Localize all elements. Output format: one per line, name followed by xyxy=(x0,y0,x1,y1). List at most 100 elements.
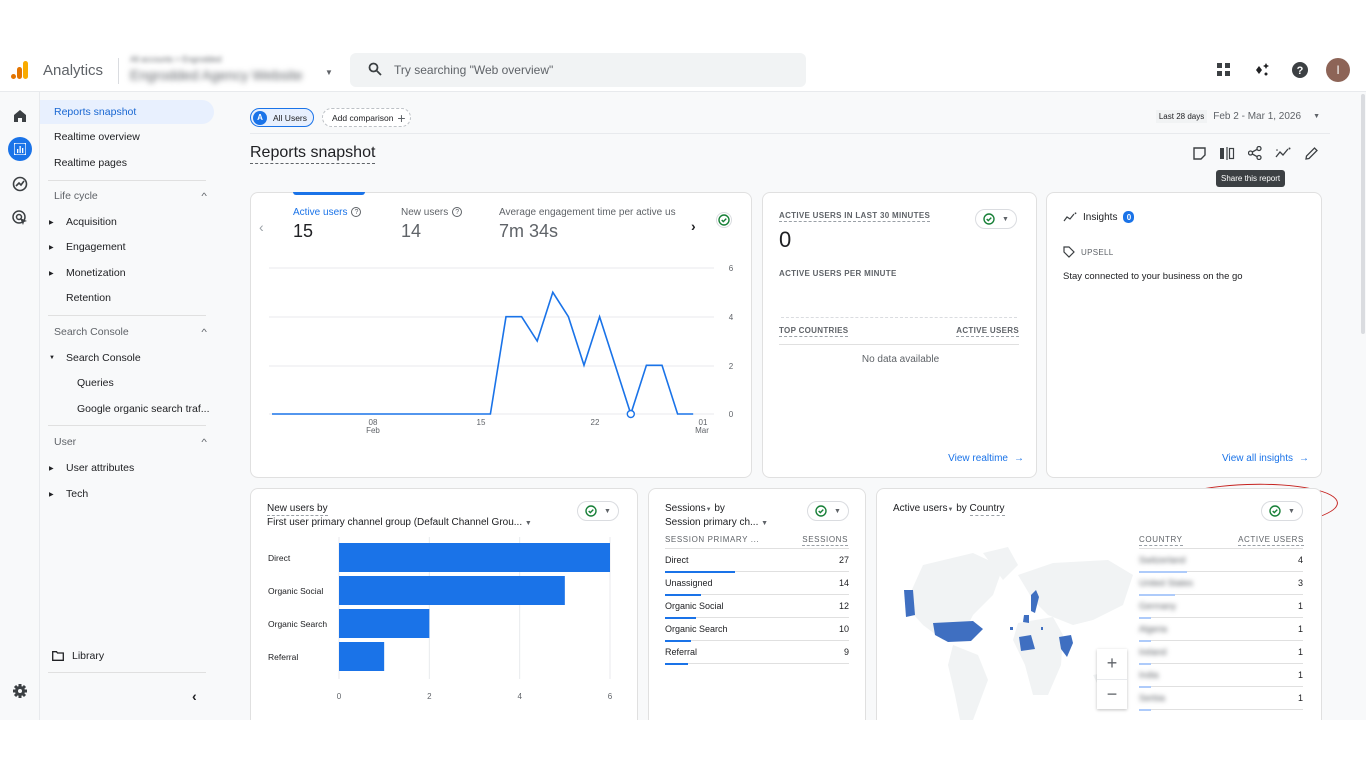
nav-item-monetization[interactable]: ▶ Monetization xyxy=(40,261,126,285)
insights-count-badge: 0 xyxy=(1123,211,1135,223)
x-tick: 08 xyxy=(369,418,378,427)
nav-item-retention[interactable]: Retention xyxy=(66,292,111,304)
caret-down-icon[interactable]: ▼ xyxy=(325,68,333,77)
apps-grid-icon[interactable] xyxy=(1212,58,1236,82)
metric-tab-new-users[interactable]: New users? 14 xyxy=(401,207,463,242)
analytics-logo-icon xyxy=(11,61,28,79)
column-header-sessions[interactable]: SESSIONS xyxy=(802,535,848,546)
customize-report-icon[interactable] xyxy=(1190,144,1208,162)
metric-label: Active users xyxy=(293,207,348,218)
dimension-selector[interactable]: First user primary channel group (Defaul… xyxy=(267,517,532,528)
help-circle-icon[interactable]: ? xyxy=(351,207,362,217)
nav-item-google-organic-search[interactable]: Google organic search traf... xyxy=(77,403,210,415)
nav-item-tech[interactable]: ▶ Tech xyxy=(40,482,88,506)
edit-pencil-icon[interactable] xyxy=(1302,144,1320,162)
nav-item-search-console[interactable]: ▼ Search Console xyxy=(40,346,141,370)
help-circle-icon[interactable]: ? xyxy=(452,207,463,217)
nav-section-user[interactable]: User ^ xyxy=(54,430,207,454)
metric-tab-active-users[interactable]: Active users? 15 xyxy=(293,207,362,242)
zoom-out-button[interactable]: − xyxy=(1106,683,1118,704)
page-scrollbar[interactable] xyxy=(1361,94,1365,334)
active-users-line-chart[interactable]: 6 4 2 0 08 Feb 15 22 01 Mar xyxy=(269,261,747,441)
card-options-button[interactable]: ▼ xyxy=(807,501,849,521)
expand-triangle-icon: ▶ xyxy=(49,465,54,472)
card-options-button[interactable]: ▼ xyxy=(975,209,1017,229)
table-row[interactable]: Direct 27 xyxy=(665,549,849,573)
table-row[interactable]: Referral 9 xyxy=(665,641,849,665)
chevron-up-icon[interactable]: ^ xyxy=(201,191,207,201)
column-header-active-users[interactable]: ACTIVE USERS xyxy=(1238,535,1304,546)
nav-item-acquisition[interactable]: ▶ Acquisition xyxy=(40,210,117,234)
insights-header: Insights 0 xyxy=(1063,211,1135,223)
table-row[interactable]: United States 3 xyxy=(1139,572,1303,596)
nav-item-user-attributes[interactable]: ▶ User attributes xyxy=(40,456,134,480)
chevron-up-icon[interactable]: ^ xyxy=(201,327,207,337)
avatar[interactable]: I xyxy=(1326,58,1350,82)
nav-item-engagement[interactable]: ▶ Engagement xyxy=(40,235,126,259)
compare-icon[interactable] xyxy=(1218,144,1236,162)
settings-icon[interactable] xyxy=(8,679,32,703)
world-map[interactable] xyxy=(893,545,1133,720)
help-icon[interactable]: ? xyxy=(1288,58,1312,82)
zoom-in-button[interactable]: + xyxy=(1097,649,1127,680)
dimension-selector[interactable]: Session primary ch... ▼ xyxy=(665,517,768,528)
table-row[interactable]: Algeria 1 xyxy=(1139,618,1303,642)
title-metric[interactable]: New users by xyxy=(267,503,328,516)
explore-icon[interactable] xyxy=(8,172,32,196)
insight-text[interactable]: Stay connected to your business on the g… xyxy=(1063,271,1243,282)
date-range-picker[interactable]: Last 28 days Feb 2 - Mar 1, 2026 ▼ xyxy=(1155,110,1320,123)
chevron-left-icon[interactable]: ‹ xyxy=(192,688,197,704)
card-options-button[interactable]: ▼ xyxy=(1261,501,1303,521)
table-row[interactable]: Unassigned 14 xyxy=(665,572,849,596)
nav-section-search-console[interactable]: Search Console ^ xyxy=(54,320,207,344)
nav-item-reports-snapshot[interactable]: Reports snapshot xyxy=(40,100,214,124)
new-users-bar-chart[interactable]: Direct Organic Social Organic Search Referr… xyxy=(251,529,639,720)
metric-selector[interactable]: Active users xyxy=(893,503,948,514)
insights-icon[interactable] xyxy=(1274,144,1292,162)
card-options-button[interactable]: ▼ xyxy=(577,501,619,521)
property-selector[interactable]: Engrodded Agency Website xyxy=(130,67,303,83)
table-row[interactable]: Switzerland 4 xyxy=(1139,549,1303,573)
reports-icon[interactable] xyxy=(8,137,32,161)
view-all-insights-link[interactable]: View all insights → xyxy=(1222,453,1309,464)
bar[interactable] xyxy=(339,642,385,671)
divider xyxy=(1139,548,1303,549)
table-row[interactable]: Organic Social 12 xyxy=(665,595,849,619)
metric-selector[interactable]: Sessions▼ by xyxy=(665,503,725,514)
top-bar: Analytics All accounts > Engrodded Engro… xyxy=(0,50,1366,92)
bar[interactable] xyxy=(339,543,610,572)
column-header-country[interactable]: COUNTRY xyxy=(1139,535,1183,546)
sparkle-icon[interactable] xyxy=(1250,58,1274,82)
table-row[interactable]: Germany 1 xyxy=(1139,595,1303,619)
search-input[interactable] xyxy=(394,60,794,80)
home-icon[interactable] xyxy=(8,104,32,128)
nav-item-library[interactable]: Library xyxy=(52,644,104,668)
table-row[interactable]: Serbia 1 xyxy=(1139,687,1303,711)
row-value: 14 xyxy=(838,578,849,588)
chevron-up-icon[interactable]: ^ xyxy=(201,437,207,447)
check-circle-icon[interactable] xyxy=(716,212,732,228)
nav-item-realtime-overview[interactable]: Realtime overview xyxy=(54,131,140,143)
nav-item-queries[interactable]: Queries xyxy=(77,377,114,389)
bar[interactable] xyxy=(339,576,565,605)
share-icon[interactable] xyxy=(1246,144,1264,162)
add-comparison-button[interactable]: Add comparison + xyxy=(322,108,411,127)
advertising-icon[interactable] xyxy=(8,206,32,230)
check-circle-icon xyxy=(815,505,827,517)
view-realtime-link[interactable]: View realtime → xyxy=(948,453,1024,464)
chevron-left-icon[interactable]: ‹ xyxy=(259,219,264,235)
search-bar[interactable] xyxy=(350,53,806,87)
account-path[interactable]: All accounts > Engrodded xyxy=(130,55,222,64)
comparison-chip-all-users[interactable]: A All Users xyxy=(250,108,315,127)
chevron-right-icon[interactable]: › xyxy=(691,218,696,234)
bar[interactable] xyxy=(339,609,430,638)
metric-tab-avg-engagement[interactable]: Average engagement time per active us 7m… xyxy=(499,207,685,242)
table-row[interactable]: Ireland 1 xyxy=(1139,641,1303,665)
nav-item-realtime-pages[interactable]: Realtime pages xyxy=(54,157,127,169)
table-row[interactable]: India 1 xyxy=(1139,664,1303,688)
dimension-selector[interactable]: Country xyxy=(969,503,1005,516)
realtime-value: 0 xyxy=(779,227,792,252)
table-row[interactable]: Organic Search 10 xyxy=(665,618,849,642)
card-title: Active users▼ by Country xyxy=(893,503,1005,516)
nav-section-life-cycle[interactable]: Life cycle ^ xyxy=(54,184,207,208)
